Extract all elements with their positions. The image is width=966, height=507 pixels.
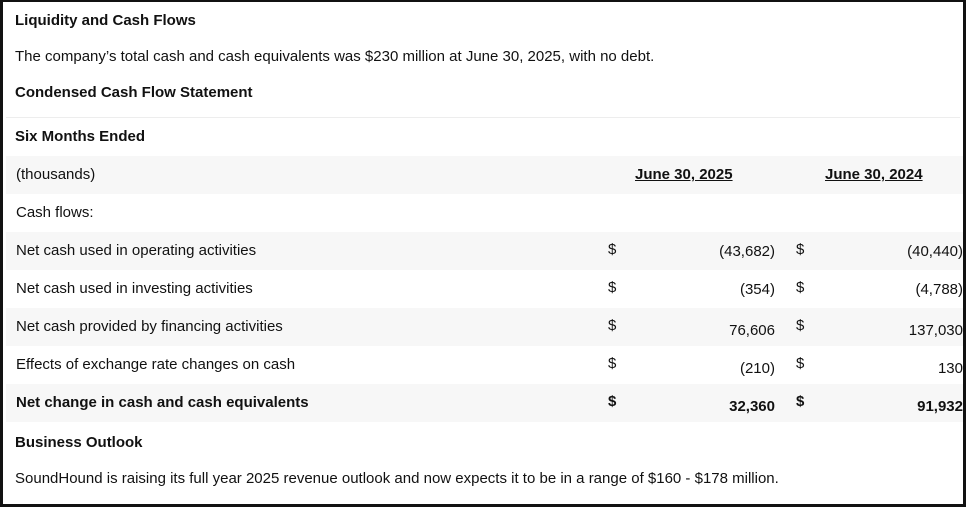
column-header-2024: June 30, 2024	[825, 166, 923, 183]
table-row: Net cash provided by financing activitie…	[6, 308, 963, 346]
total-row: Net change in cash and cash equivalents …	[6, 384, 963, 422]
period-label: Six Months Ended	[15, 128, 146, 145]
currency-symbol: $	[608, 393, 617, 410]
row-label: Effects of exchange rate changes on cash	[16, 356, 296, 373]
currency-symbol: $	[796, 241, 805, 258]
total-label: Net change in cash and cash equivalents	[16, 394, 309, 411]
row-label: Net cash provided by financing activitie…	[16, 318, 283, 335]
value-2024: (40,440)	[907, 243, 963, 260]
currency-symbol: $	[796, 317, 805, 334]
currency-symbol: $	[608, 241, 617, 258]
table-header-row: (thousands) June 30, 2025 June 30, 2024	[6, 156, 963, 194]
column-header-2025: June 30, 2025	[635, 166, 733, 183]
row-label: Net cash used in investing activities	[16, 280, 253, 297]
value-2025: (43,682)	[719, 243, 775, 260]
currency-symbol: $	[608, 279, 617, 296]
value-2024: 130	[937, 360, 963, 377]
liquidity-heading: Liquidity and Cash Flows	[15, 12, 196, 29]
outlook-heading: Business Outlook	[15, 434, 143, 451]
value-2024: 137,030	[908, 322, 963, 339]
table-row: Effects of exchange rate changes on cash…	[6, 346, 963, 384]
section-label: Cash flows:	[16, 204, 94, 221]
table-row: Net cash used in investing activities $ …	[6, 270, 963, 308]
total-value-2025: 32,360	[729, 398, 775, 415]
units-label: (thousands)	[16, 166, 96, 183]
value-2025: (210)	[739, 360, 775, 377]
row-label: Net cash used in operating activities	[16, 242, 257, 259]
divider	[6, 117, 960, 118]
value-2025: (354)	[739, 281, 775, 298]
section-row: Cash flows:	[6, 194, 963, 232]
total-value-2024: 91,932	[917, 398, 963, 415]
currency-symbol: $	[796, 393, 805, 410]
table-row: Net cash used in operating activities $ …	[6, 232, 963, 270]
outlook-text: SoundHound is raising its full year 2025…	[15, 470, 779, 487]
cash-flow-heading: Condensed Cash Flow Statement	[15, 84, 253, 101]
liquidity-text: The company’s total cash and cash equiva…	[15, 48, 655, 65]
currency-symbol: $	[796, 355, 805, 372]
value-2024: (4,788)	[915, 281, 963, 298]
currency-symbol: $	[796, 279, 805, 296]
value-2025: 76,606	[729, 322, 775, 339]
currency-symbol: $	[608, 355, 617, 372]
currency-symbol: $	[608, 317, 617, 334]
